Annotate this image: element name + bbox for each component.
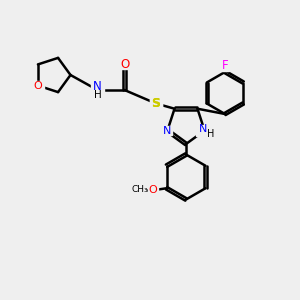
Bar bbox=[150, 99, 162, 108]
Bar bbox=[133, 185, 146, 194]
Bar bbox=[91, 83, 104, 97]
Text: N: N bbox=[199, 124, 207, 134]
Bar bbox=[196, 125, 213, 136]
Bar bbox=[120, 60, 129, 69]
Text: O: O bbox=[148, 185, 158, 195]
Bar bbox=[148, 185, 158, 194]
Text: O: O bbox=[120, 58, 129, 71]
Bar bbox=[32, 81, 44, 90]
Text: S: S bbox=[152, 97, 160, 110]
Text: H: H bbox=[94, 90, 101, 100]
Bar bbox=[221, 62, 229, 71]
Text: S: S bbox=[152, 97, 160, 110]
Text: O: O bbox=[34, 81, 42, 91]
Bar bbox=[163, 126, 172, 135]
Text: N: N bbox=[93, 80, 102, 94]
Text: H: H bbox=[208, 128, 215, 139]
Text: N: N bbox=[163, 125, 172, 136]
Text: CH₃: CH₃ bbox=[131, 185, 148, 194]
Text: F: F bbox=[222, 59, 228, 72]
Bar bbox=[150, 99, 162, 108]
